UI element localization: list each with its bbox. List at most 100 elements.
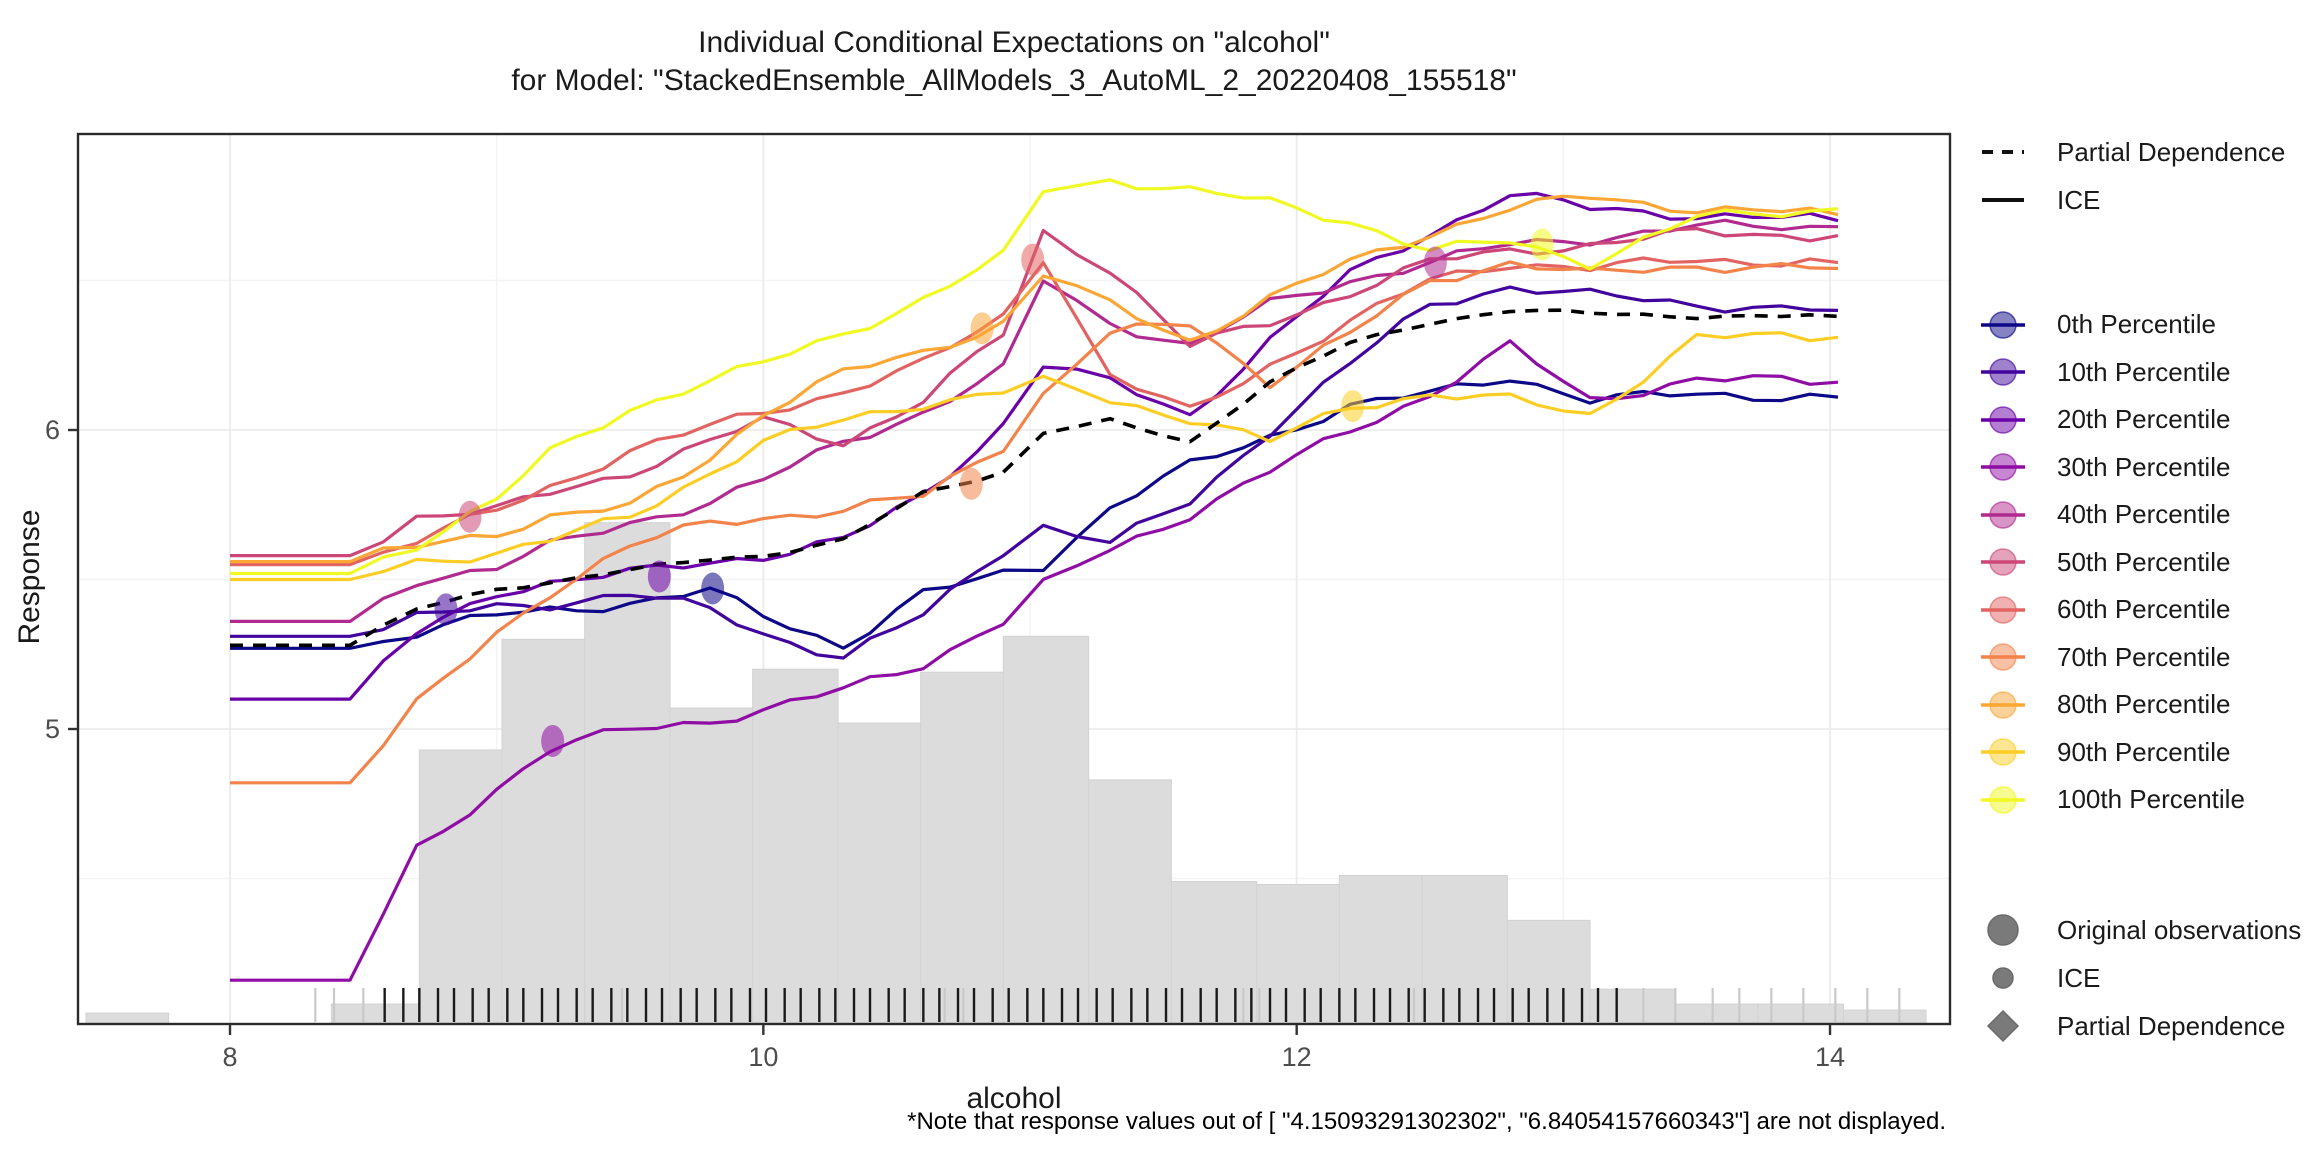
legend-label: 80th Percentile xyxy=(2057,689,2231,720)
legend-label: ICE xyxy=(2057,184,2101,215)
percentile-circle-icon xyxy=(1975,402,2031,438)
footnote: *Note that response values out of [ "4.1… xyxy=(907,1108,1946,1135)
legend-label: 90th Percentile xyxy=(2057,736,2231,767)
ice-line-90th-percentile xyxy=(230,331,1839,582)
observation-marker-100th-percentile xyxy=(1530,228,1554,261)
observation-marker-0th-percentile xyxy=(701,572,725,605)
percentile-circle-icon xyxy=(1975,734,2031,770)
percentile-circle-icon xyxy=(1975,544,2031,580)
legend-label: Original observations xyxy=(2057,914,2302,945)
y-tick-label: 5 xyxy=(45,714,60,744)
legend-item-60th-percentile: 60th Percentile xyxy=(1975,586,2301,634)
legend-label: 10th Percentile xyxy=(2057,356,2231,387)
y-axis-title: Response xyxy=(13,509,46,645)
legend-linetypes: Partial Dependence ICE xyxy=(1975,128,2301,224)
percentile-circle-icon xyxy=(1975,449,2031,485)
observation-marker-30th-percentile xyxy=(541,724,565,757)
legend-label: Partial Dependence xyxy=(2057,136,2286,167)
legend-item-40th-percentile: 40th Percentile xyxy=(1975,491,2301,539)
legend-label: 40th Percentile xyxy=(2057,499,2231,530)
histogram-bar xyxy=(1088,779,1172,1025)
percentile-circle-icon xyxy=(1975,687,2031,723)
histogram-bar xyxy=(330,1003,420,1025)
ice-line-30th-percentile xyxy=(230,339,1839,982)
y-tick-label: 6 xyxy=(45,415,60,445)
x-tick-label: 12 xyxy=(1282,1042,1312,1072)
legend-item-20th-percentile: 20th Percentile xyxy=(1975,396,2301,444)
percentile-circle-icon xyxy=(1975,354,2031,390)
legend-item-partial-dependence: Partial Dependence xyxy=(1975,128,2301,176)
legend-item-70th-percentile: 70th Percentile xyxy=(1975,634,2301,682)
legend-item-50th-percentile: 50th Percentile xyxy=(1975,539,2301,587)
legend-label: ICE xyxy=(2057,962,2101,993)
panel-border xyxy=(76,132,1952,1026)
x-tick-label: 14 xyxy=(1815,1042,1845,1072)
histogram-bar xyxy=(837,722,922,1025)
x-tick-label: 10 xyxy=(748,1042,778,1072)
legend-item-partial-dependence-point: Partial Dependence xyxy=(1975,1002,2301,1050)
legend-label: 100th Percentile xyxy=(2057,784,2245,815)
observation-marker-70th-percentile xyxy=(959,467,983,500)
solid-line-icon xyxy=(1975,183,2031,217)
histogram-bar xyxy=(85,1012,170,1025)
ice-line-40th-percentile xyxy=(230,218,1839,623)
percentile-circle-icon xyxy=(1975,639,2031,675)
partial-dependence-line xyxy=(230,308,1839,648)
observation-marker-80th-percentile xyxy=(970,312,994,345)
legend-item-ice-point: ICE xyxy=(1975,954,2301,1002)
legend-item-100th-percentile: 100th Percentile xyxy=(1975,776,2301,824)
chart-title: Individual Conditional Expectations on "… xyxy=(78,24,1950,100)
ice-line-10th-percentile xyxy=(230,285,1839,660)
histogram-bar xyxy=(1842,1009,1927,1025)
histogram-bar xyxy=(1506,919,1591,1025)
histogram-bar xyxy=(418,749,503,1025)
histogram-bar xyxy=(501,638,586,1025)
histogram-bar xyxy=(1338,875,1423,1025)
percentile-circle-icon xyxy=(1975,497,2031,533)
legend-label: 0th Percentile xyxy=(2057,309,2216,340)
legend-label: Partial Dependence xyxy=(2057,1010,2286,1041)
histogram-bar xyxy=(1002,635,1090,1025)
legend-percentiles: 0th Percentile 10th Percentile 20th Percen… xyxy=(1975,301,2301,824)
observation-marker-20th-percentile xyxy=(647,560,671,593)
dashed-line-icon xyxy=(1975,135,2031,169)
observation-marker-50th-percentile xyxy=(458,500,482,533)
small-circle-icon xyxy=(1975,958,2031,998)
ice-line-20th-percentile xyxy=(230,191,1839,701)
histogram-bar xyxy=(752,668,839,1025)
legend-shapes: Original observations ICE Partial Depend… xyxy=(1975,906,2301,1050)
observation-marker-40th-percentile xyxy=(1423,246,1447,279)
ice-line-80th-percentile xyxy=(230,194,1839,564)
histogram-bar xyxy=(1674,1003,1759,1025)
x-axis-title: alcohol xyxy=(966,1082,1062,1115)
ice-line-100th-percentile xyxy=(230,178,1839,576)
histogram-bar xyxy=(669,707,754,1025)
histogram-bar xyxy=(920,671,1004,1025)
ice-line-70th-percentile xyxy=(230,260,1839,785)
histogram-bar xyxy=(584,522,671,1025)
large-circle-icon xyxy=(1975,910,2031,950)
legend-item-10th-percentile: 10th Percentile xyxy=(1975,349,2301,397)
observation-marker-10th-percentile xyxy=(434,593,458,626)
legend-label: 50th Percentile xyxy=(2057,546,2231,577)
ice-line-50th-percentile xyxy=(230,227,1839,558)
legend-item-30th-percentile: 30th Percentile xyxy=(1975,444,2301,492)
legend-item-80th-percentile: 80th Percentile xyxy=(1975,681,2301,729)
legend-label: 60th Percentile xyxy=(2057,594,2231,625)
percentile-circle-icon xyxy=(1975,307,2031,343)
legend-label: 70th Percentile xyxy=(2057,641,2231,672)
legend-label: 30th Percentile xyxy=(2057,451,2231,482)
legend-item-0th-percentile: 0th Percentile xyxy=(1975,301,2301,349)
legend-item-90th-percentile: 90th Percentile xyxy=(1975,729,2301,777)
ice-line-0th-percentile xyxy=(230,379,1839,650)
observation-marker-90th-percentile xyxy=(1341,390,1365,423)
legend-item-original-observations: Original observations xyxy=(1975,906,2301,954)
legend-item-ice-line: ICE xyxy=(1975,176,2301,224)
percentile-circle-icon xyxy=(1975,592,2031,628)
chart-title-line2: for Model: "StackedEnsemble_AllModels_3_… xyxy=(511,64,1517,97)
x-tick-label: 8 xyxy=(222,1042,237,1072)
chart-title-line1: Individual Conditional Expectations on "… xyxy=(698,26,1330,59)
diamond-icon xyxy=(1975,1006,2031,1046)
